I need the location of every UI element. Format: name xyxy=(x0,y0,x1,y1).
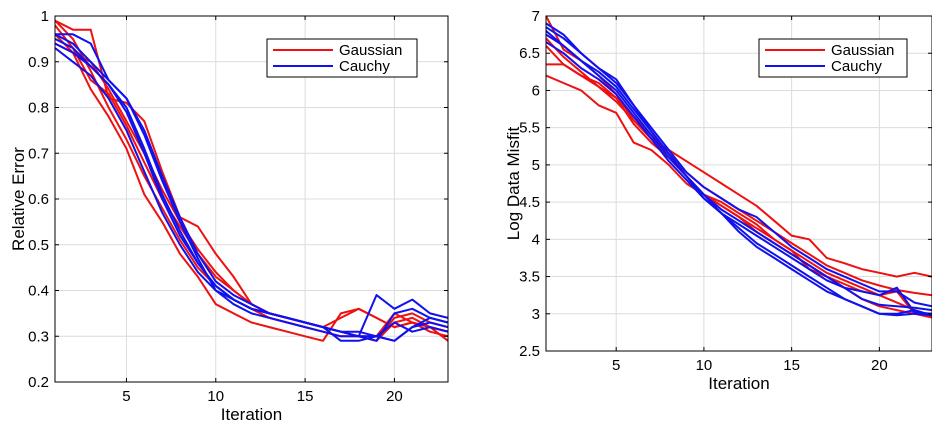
legend-label-gaussian: Gaussian xyxy=(831,42,894,59)
legend-box xyxy=(266,38,418,78)
y-tick-label: 0.5 xyxy=(28,237,49,254)
y-axis-label: Relative Error xyxy=(9,147,28,251)
x-axis-label: Iteration xyxy=(221,405,282,424)
series-line-cauchy xyxy=(546,30,932,312)
legend-label-cauchy: Cauchy xyxy=(831,58,882,75)
y-tick-label: 5.5 xyxy=(519,120,540,137)
axes-frame xyxy=(545,15,932,352)
series-line-cauchy xyxy=(546,22,932,308)
y-tick-label: 5 xyxy=(532,157,540,174)
y-tick-label: 1 xyxy=(41,8,49,25)
x-tick-label: 10 xyxy=(696,357,713,374)
x-tick-label: 5 xyxy=(122,388,130,405)
x-tick-label: 5 xyxy=(612,357,620,374)
y-tick-label: 0.2 xyxy=(28,374,49,391)
y-tick-label: 4.5 xyxy=(519,194,540,211)
y-tick-label: 0.3 xyxy=(28,328,49,345)
y-tick-label: 0.9 xyxy=(28,54,49,71)
legend-label-gaussian: Gaussian xyxy=(339,42,402,59)
x-tick-label: 15 xyxy=(783,357,800,374)
y-tick-label: 0.6 xyxy=(28,191,49,208)
y-axis-label: Log Data Misfit xyxy=(504,127,523,241)
y-tick-label: 6.5 xyxy=(519,45,540,62)
y-tick-label: 2.5 xyxy=(519,343,540,360)
series-line-gaussian xyxy=(55,33,448,342)
x-tick-label: 20 xyxy=(871,357,888,374)
y-tick-label: 7 xyxy=(532,8,540,25)
series-line-cauchy xyxy=(55,33,448,338)
y-tick-label: 3.5 xyxy=(519,269,540,286)
series-line-cauchy xyxy=(546,41,932,317)
x-tick-label: 10 xyxy=(207,388,224,405)
y-tick-label: 4 xyxy=(532,231,540,248)
x-tick-label: 15 xyxy=(297,388,314,405)
series-group xyxy=(55,19,448,342)
legend-label-cauchy: Cauchy xyxy=(339,58,390,75)
series-group xyxy=(546,16,932,319)
y-tick-label: 0.4 xyxy=(28,283,49,300)
x-tick-label: 20 xyxy=(386,388,403,405)
y-tick-label: 0.7 xyxy=(28,145,49,162)
series-line-cauchy xyxy=(546,26,932,315)
log-data-misfit-chart: 5 10 15 20 2.5 3 3.5 4 4.5 5 5.5 6 6.5 7 Iteration Log … xyxy=(504,8,932,393)
y-tick-label: 0.8 xyxy=(28,100,49,117)
y-tick-label: 6 xyxy=(532,82,540,99)
legend-box xyxy=(758,38,908,78)
y-tick-label: 3 xyxy=(532,306,540,323)
series-line-cauchy xyxy=(55,42,448,342)
x-axis-label: Iteration xyxy=(708,374,769,393)
relative-error-chart: 5 10 15 20 0.2 0.3 0.4 0.5 0.6 0.7 0.8 0.9 1 Iteratio… xyxy=(9,8,449,424)
